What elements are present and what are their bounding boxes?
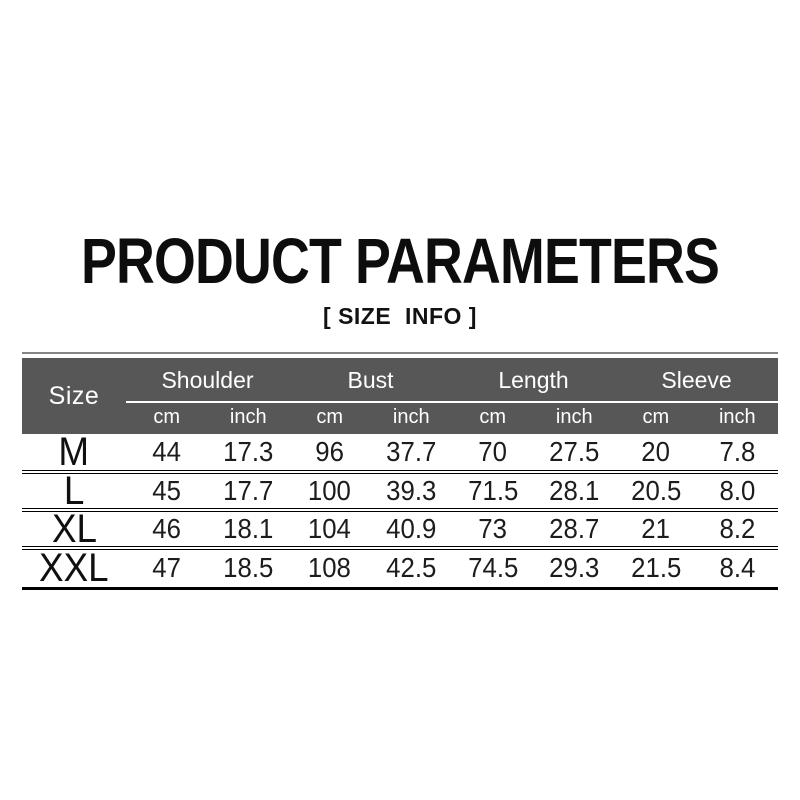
value-cell: 44	[152, 436, 182, 467]
column-header-shoulder: Shoulder	[126, 358, 290, 403]
size-table-body: M 44 17.3 96 37.7 70 27.5 20 7.8 L 45 17…	[22, 430, 779, 591]
value-cell: 40.9	[386, 513, 437, 544]
size-info-subtitle: [ SIZE INFO ]	[323, 303, 477, 329]
value-cell: 74.5	[467, 552, 518, 584]
value-cell: 7.8	[719, 436, 756, 467]
value-cell: 20	[641, 436, 671, 467]
value-cell: 42.5	[386, 552, 437, 584]
unit-header-bust-inch: inch	[370, 402, 453, 434]
value-cell: 21.5	[630, 552, 681, 584]
size-row-xl: XL 46 18.1 104 40.9 73 28.7 21 8.2	[22, 507, 779, 551]
value-cell: 71.5	[467, 475, 518, 506]
value-cell: 8.4	[719, 552, 756, 584]
unit-header-sleeve-cm: cm	[615, 402, 697, 434]
value-cell: 45	[152, 475, 182, 506]
value-cell: 70	[478, 436, 508, 467]
column-header-length: Length	[452, 358, 616, 403]
header-row-groups: Size Shoulder Bust Length Sleeve	[22, 358, 779, 434]
value-cell: 18.5	[223, 552, 274, 584]
value-cell: 73	[478, 513, 508, 544]
unit-header-bust-cm: cm	[289, 402, 371, 434]
value-cell: 28.1	[549, 475, 600, 506]
value-cell: 20.5	[630, 475, 681, 506]
size-row-m: M 44 17.3 96 37.7 70 27.5 20 7.8	[22, 430, 779, 474]
unit-header-length-cm: cm	[452, 402, 534, 434]
column-header-bust: Bust	[289, 358, 453, 403]
value-cell: 29.3	[549, 552, 600, 584]
header-row-units: cm inch cm inch cm inch cm inch	[22, 402, 779, 434]
column-header-sleeve: Sleeve	[615, 358, 779, 403]
size-row-l: L 45 17.7 100 39.3 71.5 28.1 20.5 8.0	[22, 469, 779, 513]
value-cell: 17.3	[223, 436, 274, 467]
value-cell: 18.1	[223, 513, 274, 544]
value-cell: 28.7	[549, 513, 600, 544]
unit-header-shoulder-inch: inch	[207, 402, 290, 434]
value-cell: 100	[308, 475, 352, 506]
value-cell: 27.5	[549, 436, 600, 467]
value-cell: 21	[641, 513, 671, 544]
value-cell: 8.0	[719, 475, 756, 506]
size-table-container: Size Shoulder Bust Length Sleeve cm inch…	[22, 352, 779, 591]
value-cell: 39.3	[386, 475, 437, 506]
value-cell: 37.7	[386, 436, 437, 467]
value-cell: 108	[308, 552, 352, 584]
size-label-cell: L	[63, 469, 85, 513]
table-top-divider	[22, 352, 778, 354]
unit-header-sleeve-inch: inch	[696, 402, 779, 434]
unit-header-length-inch: inch	[533, 402, 616, 434]
size-label-cell: XXL	[39, 546, 109, 591]
value-cell: 96	[315, 436, 345, 467]
value-cell: 8.2	[719, 513, 756, 544]
value-cell: 104	[308, 513, 352, 544]
size-label-cell: M	[58, 430, 90, 474]
value-cell: 17.7	[223, 475, 274, 506]
size-table: Size Shoulder Bust Length Sleeve cm inch…	[22, 358, 779, 591]
size-label-cell: XL	[51, 507, 97, 551]
size-table-header: Size Shoulder Bust Length Sleeve cm inch…	[22, 358, 779, 434]
value-cell: 46	[152, 513, 182, 544]
value-cell: 47	[152, 552, 182, 584]
unit-header-shoulder-cm: cm	[126, 402, 208, 434]
size-row-xxl: XXL 47 18.5 108 42.5 74.5 29.3 21.5 8.4	[22, 546, 779, 591]
page-title: PRODUCT PARAMETERS	[81, 225, 720, 297]
column-header-size: Size	[22, 358, 126, 434]
